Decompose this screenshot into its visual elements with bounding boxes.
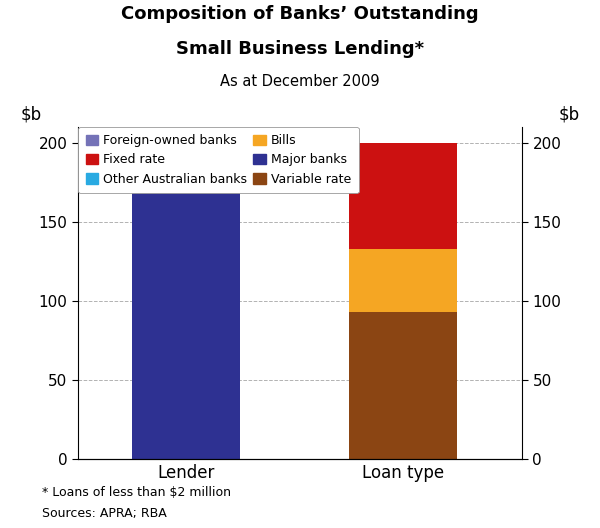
Bar bbox=[132, 143, 241, 162]
Text: $b: $b bbox=[20, 106, 41, 124]
Text: As at December 2009: As at December 2009 bbox=[220, 74, 380, 89]
Text: * Loans of less than $2 million: * Loans of less than $2 million bbox=[42, 486, 231, 499]
Text: Sources: APRA; RBA: Sources: APRA; RBA bbox=[42, 507, 167, 520]
Legend: Foreign-owned banks, Fixed rate, Other Australian banks, Bills, Major banks, Var: Foreign-owned banks, Fixed rate, Other A… bbox=[78, 127, 359, 193]
Text: $b: $b bbox=[559, 106, 580, 124]
Bar bbox=[132, 187, 241, 459]
Bar bbox=[349, 143, 457, 249]
Text: Small Business Lending*: Small Business Lending* bbox=[176, 40, 424, 58]
Bar bbox=[349, 312, 457, 459]
Bar bbox=[349, 249, 457, 312]
Bar bbox=[132, 162, 241, 187]
Text: Composition of Banks’ Outstanding: Composition of Banks’ Outstanding bbox=[121, 5, 479, 23]
